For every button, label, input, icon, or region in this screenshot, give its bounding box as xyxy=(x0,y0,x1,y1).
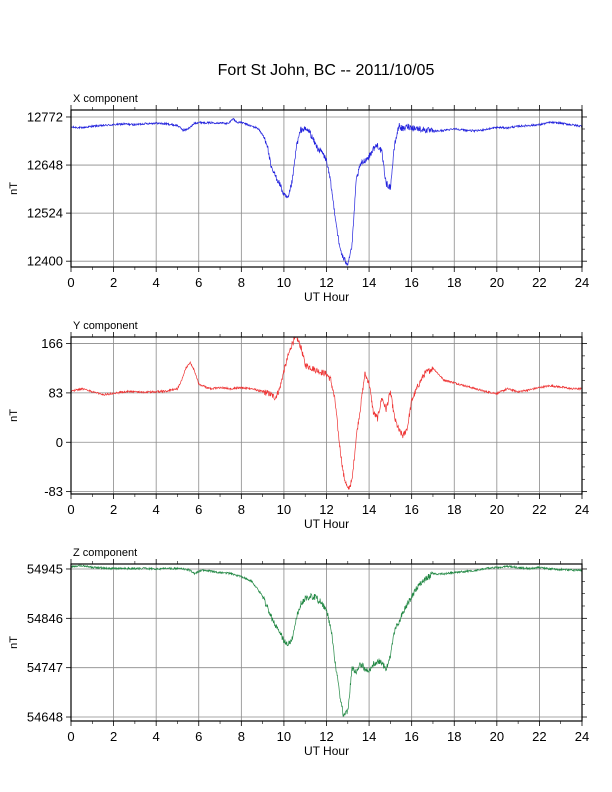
y-axis-label: nT xyxy=(8,409,20,422)
x-tick-label: 20 xyxy=(490,729,504,744)
x-tick-label: 24 xyxy=(575,729,589,744)
x-tick-label: 4 xyxy=(153,275,160,290)
data-series-line xyxy=(70,117,583,267)
x-tick-label: 4 xyxy=(153,502,160,517)
x-tick-label: 18 xyxy=(447,502,461,517)
x-tick-label: 18 xyxy=(447,729,461,744)
x-tick-label: 8 xyxy=(238,502,245,517)
x-tick-label: 2 xyxy=(110,275,117,290)
panel-name: Z component xyxy=(73,547,137,559)
x-tick-label: 12 xyxy=(319,502,333,517)
y-tick-label: 54945 xyxy=(27,561,63,576)
x-tick-label: 0 xyxy=(67,729,74,744)
y-tick-label: 12524 xyxy=(27,206,63,221)
x-tick-label: 12 xyxy=(319,275,333,290)
y-tick-label: 54846 xyxy=(27,611,63,626)
x-tick-label: 16 xyxy=(404,729,418,744)
plot-frame xyxy=(70,563,583,722)
y-tick-label: 12648 xyxy=(27,158,63,173)
x-tick-label: 4 xyxy=(153,729,160,744)
x-tick-label: 0 xyxy=(67,275,74,290)
y-axis-label: nT xyxy=(8,182,20,195)
x-tick-label: 14 xyxy=(362,502,376,517)
x-tick-label: 2 xyxy=(110,502,117,517)
x-tick-label: 22 xyxy=(532,729,546,744)
x-tick-label: 24 xyxy=(575,275,589,290)
x-axis-label: UT Hour xyxy=(304,744,349,758)
x-tick-label: 8 xyxy=(238,729,245,744)
x-tick-label: 14 xyxy=(362,729,376,744)
x-tick-label: 10 xyxy=(277,502,291,517)
x-axis-label: UT Hour xyxy=(304,517,349,531)
x-tick-label: 12 xyxy=(319,729,333,744)
data-series-line xyxy=(70,336,583,490)
panel-name: X component xyxy=(73,93,138,105)
x-tick-label: 6 xyxy=(195,275,202,290)
panel-name: Y component xyxy=(73,320,138,332)
x-tick-label: 0 xyxy=(67,502,74,517)
x-tick-label: 24 xyxy=(575,502,589,517)
chart-title: Fort St John, BC -- 2011/10/05 xyxy=(218,62,435,79)
x-tick-label: 18 xyxy=(447,275,461,290)
data-series-line xyxy=(70,563,583,717)
x-tick-label: 16 xyxy=(404,502,418,517)
y-tick-label: 12400 xyxy=(27,254,63,269)
y-tick-label: 166 xyxy=(41,336,63,351)
x-tick-label: 10 xyxy=(277,729,291,744)
x-tick-label: 22 xyxy=(532,502,546,517)
x-tick-label: 22 xyxy=(532,275,546,290)
x-tick-label: 6 xyxy=(195,502,202,517)
x-tick-label: 6 xyxy=(195,729,202,744)
y-tick-label: 0 xyxy=(56,435,63,450)
y-tick-label: 54747 xyxy=(27,660,63,675)
x-tick-label: 20 xyxy=(490,275,504,290)
y-tick-label: 54648 xyxy=(27,710,63,725)
x-tick-label: 14 xyxy=(362,275,376,290)
x-tick-label: 10 xyxy=(277,275,291,290)
x-tick-label: 2 xyxy=(110,729,117,744)
x-tick-label: 16 xyxy=(404,275,418,290)
y-tick-label: -83 xyxy=(44,484,63,499)
y-axis-label: nT xyxy=(8,636,20,649)
y-tick-label: 83 xyxy=(49,385,63,400)
x-axis-label: UT Hour xyxy=(304,290,349,304)
x-tick-label: 20 xyxy=(490,502,504,517)
x-tick-label: 8 xyxy=(238,275,245,290)
plot-frame xyxy=(70,109,583,268)
y-tick-label: 12772 xyxy=(27,109,63,124)
plot-frame xyxy=(70,336,583,495)
